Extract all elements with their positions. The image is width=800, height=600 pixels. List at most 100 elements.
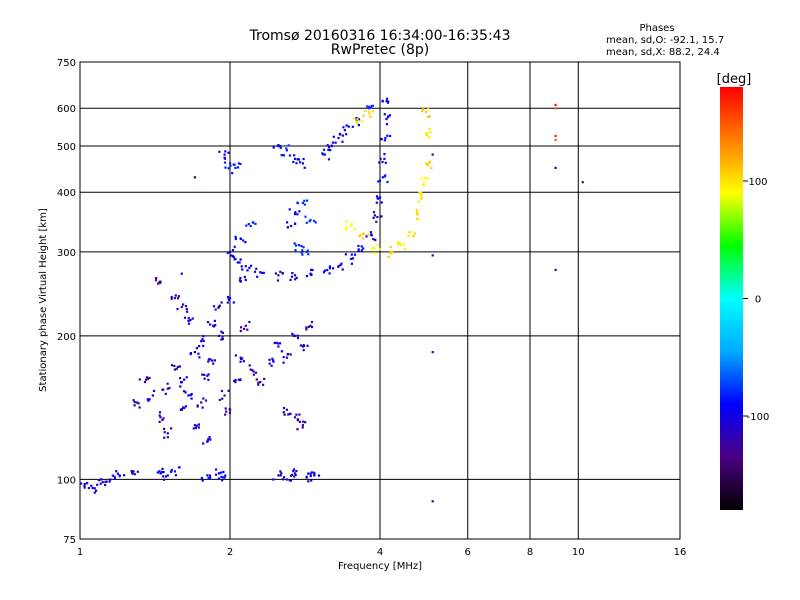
echo-point (224, 413, 227, 416)
echo-point (292, 468, 296, 471)
echo-point (367, 107, 371, 110)
echo-point (198, 356, 201, 359)
echo-point (280, 350, 283, 353)
echo-point (209, 438, 212, 441)
echo-point (180, 381, 183, 384)
echo-point (417, 200, 420, 203)
echo-point (375, 195, 379, 198)
echo-point (415, 208, 418, 212)
y-ticks: 75 100 200 300 400 500 600 750 (57, 58, 76, 546)
echo-point (164, 475, 168, 478)
echo-point (415, 210, 418, 213)
echo-point (215, 473, 218, 476)
echo-point (173, 364, 176, 367)
echo-point (239, 378, 242, 382)
echo-point (252, 370, 255, 373)
echo-point (369, 231, 372, 234)
echo-point (170, 297, 173, 300)
echo-point (370, 104, 373, 108)
echo-point (370, 247, 373, 250)
echo-point (163, 478, 166, 481)
echo-point (306, 199, 309, 202)
echo-point (244, 265, 247, 268)
echo-point (277, 274, 280, 277)
echo-point (93, 487, 96, 490)
echo-point (183, 378, 186, 381)
echo-point (385, 97, 389, 100)
echo-point (268, 358, 271, 361)
x-tick-label: 6 (465, 547, 471, 558)
echo-point (282, 154, 285, 157)
echo-point (424, 176, 427, 179)
echo-point (375, 220, 378, 223)
echo-point (279, 470, 282, 473)
echo-point (303, 166, 306, 169)
echo-point (383, 157, 386, 160)
echo-point (357, 249, 360, 252)
echo-point (229, 250, 232, 253)
echo-point (303, 203, 306, 206)
echo-point (292, 160, 295, 164)
echo-point (270, 364, 273, 367)
echo-point (297, 158, 301, 161)
echo-point (147, 399, 150, 402)
echo-point (350, 222, 353, 225)
echo-point (257, 383, 260, 386)
echo-point (362, 247, 365, 250)
echo-point (251, 221, 254, 224)
echo-point (309, 324, 312, 327)
echo-point (201, 479, 204, 482)
echo-point (234, 235, 237, 238)
echo-point (239, 329, 242, 333)
echo-point (202, 339, 205, 343)
echo-point (132, 399, 135, 402)
echo-point (301, 201, 304, 204)
echo-point (287, 353, 290, 356)
echo-point (207, 360, 210, 363)
echo-point (351, 257, 355, 260)
echo-point (293, 222, 297, 225)
echo-point (368, 113, 371, 116)
echo-point (367, 233, 370, 236)
echo-point (425, 132, 428, 136)
echo-point (554, 103, 557, 106)
echo-point (426, 132, 429, 135)
echo-point (283, 476, 286, 479)
echo-point (322, 153, 325, 156)
echo-point (296, 202, 300, 205)
echo-point (364, 109, 367, 112)
echo-point (224, 150, 227, 153)
echo-point (221, 479, 224, 482)
echo-point (203, 373, 206, 376)
echo-point (83, 484, 86, 487)
echo-point (292, 334, 295, 337)
echo-point (220, 475, 223, 478)
echo-point (422, 108, 425, 111)
echo-point (345, 124, 348, 127)
echo-point (178, 466, 181, 469)
echo-point (87, 486, 90, 490)
echo-point (123, 474, 126, 477)
colorbar-ticks: 100 0 -100 (743, 177, 769, 423)
echo-point (377, 180, 380, 183)
echo-point (218, 304, 221, 307)
echo-point (254, 371, 258, 374)
echo-point (345, 228, 348, 231)
echo-point (183, 316, 187, 319)
echo-point (252, 373, 255, 376)
echo-point (344, 253, 347, 256)
x-tick-label: 2 (227, 547, 233, 558)
echo-point (360, 249, 363, 252)
echo-point (223, 153, 226, 156)
echo-point (291, 332, 294, 335)
echo-point (283, 413, 286, 416)
echo-point (232, 255, 235, 258)
echo-point (148, 398, 151, 401)
echo-point (303, 199, 306, 202)
echo-point (202, 397, 205, 400)
echo-point (291, 272, 294, 275)
echo-point (305, 475, 308, 478)
echo-point (223, 161, 227, 164)
echo-point (296, 334, 299, 337)
echo-point (155, 277, 158, 280)
